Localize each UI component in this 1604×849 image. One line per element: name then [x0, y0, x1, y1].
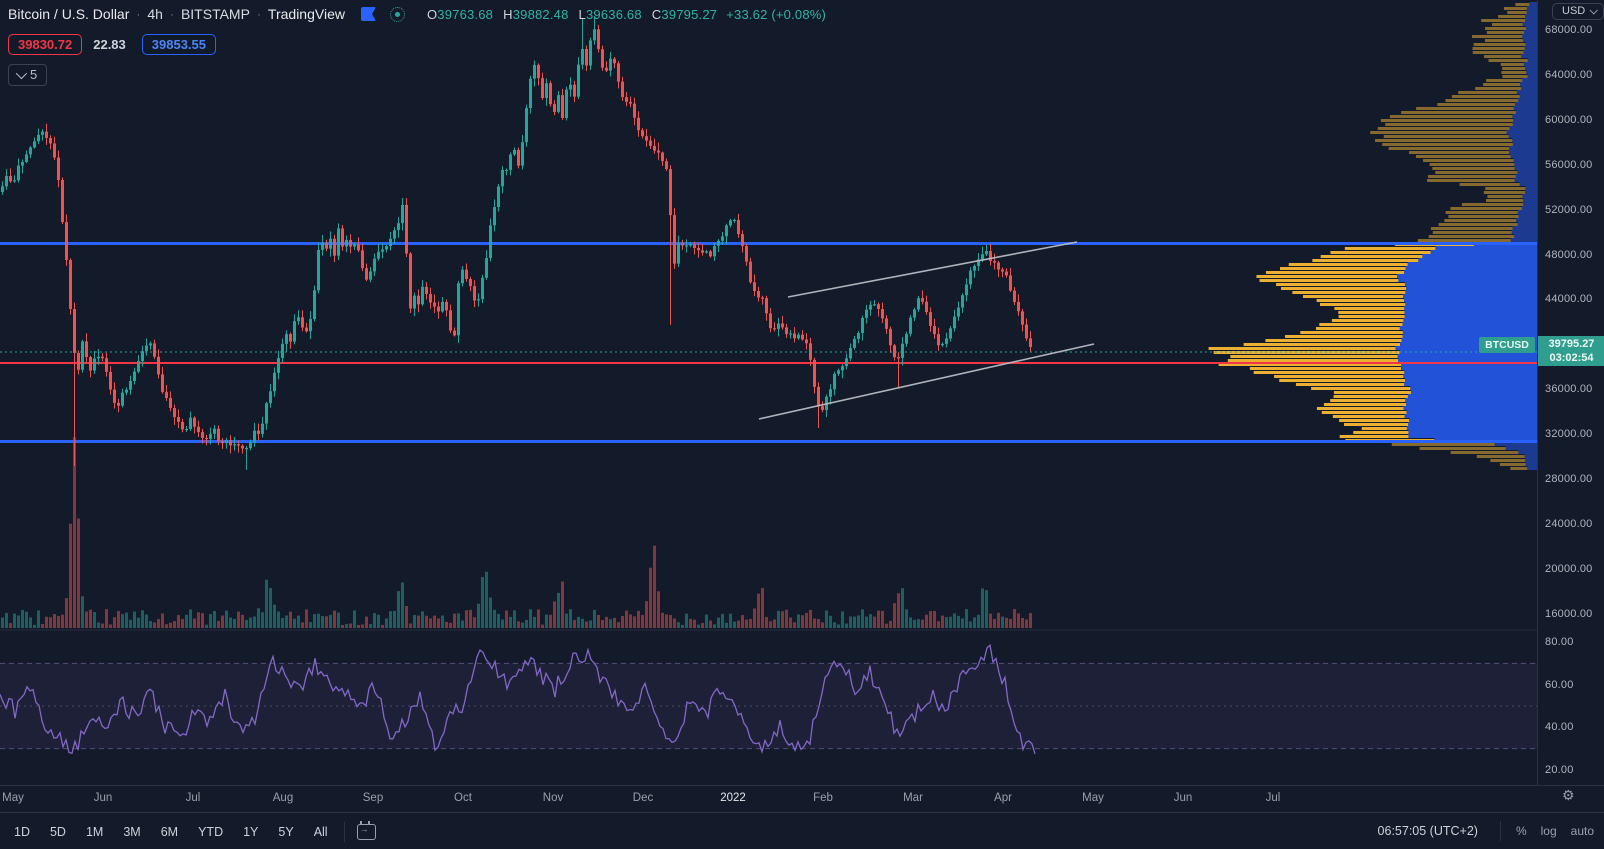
time-tick-mar: Mar [903, 792, 923, 804]
high-label: H [503, 6, 513, 22]
range-button-1d[interactable]: 1D [14, 824, 30, 839]
auto-scale-button[interactable]: auto [1570, 823, 1594, 838]
price-tick: 48000.00 [1545, 248, 1593, 261]
price-tick: 32000.00 [1545, 428, 1593, 441]
percent-scale-button[interactable]: % [1515, 823, 1527, 838]
ohlc-values: O 39763.68 H 39882.48 L 39636.68 C 39795.27 … [427, 7, 826, 22]
price-tick: 28000.00 [1545, 473, 1593, 485]
time-tick-jul: Jul [185, 792, 201, 804]
time-tick-sep: Sep [362, 792, 384, 804]
spread-value: 22.83 [93, 36, 126, 52]
time-tick-dec: Dec [632, 792, 654, 804]
time-tick-2022: 2022 [720, 792, 746, 804]
red-price-badge[interactable]: 39830.72 [8, 33, 83, 55]
bar-countdown: 03:02:54 [1549, 352, 1594, 364]
open-value: 39763.68 [437, 6, 494, 22]
currency-label: USD [1562, 5, 1586, 17]
time-tick-feb: Feb [813, 792, 833, 804]
time-tick-nov: Nov [542, 792, 564, 804]
chart-legend: Bitcoin / U.S. Dollar · 4h · BITSTAMP · … [8, 4, 826, 86]
collapsed-indicators-toggle[interactable]: 5 [8, 64, 48, 86]
range-button-5y[interactable]: 5Y [278, 824, 294, 839]
symbol-name[interactable]: Bitcoin / U.S. Dollar [8, 6, 130, 22]
low-value: 39636.68 [585, 6, 642, 22]
chart-canvas[interactable] [0, 0, 1537, 785]
log-scale-button[interactable]: log [1540, 823, 1557, 838]
rsi-tick: 80.00 [1545, 636, 1574, 648]
rsi-tick: 20.00 [1545, 764, 1574, 776]
price-tick: 52000.00 [1545, 203, 1593, 216]
time-tick-oct: Oct [454, 792, 472, 804]
price-tick: 68000.00 [1545, 24, 1593, 36]
ideas-stream-icon[interactable] [389, 6, 405, 22]
close-value: 39795.27 [661, 6, 718, 22]
bottom-toolbar: 1D 5D 1M 3M 6M YTD 1Y 5Y All [0, 812, 1604, 849]
interval-label[interactable]: 4h [147, 6, 163, 22]
time-axis[interactable]: May Jun Jul Aug Sep Oct Nov Dec 2022 Feb Mar Apr May… [0, 785, 1604, 813]
rsi-tick: 40.00 [1545, 721, 1574, 734]
current-price-countdown-badge: 39795.27 03:02:54 [1538, 336, 1604, 366]
price-tick: 60000.00 [1545, 113, 1593, 126]
price-axis[interactable]: USD 68000.00 64000.00 60000.00 56000.00 5200… [1537, 0, 1604, 803]
separator-dot: · [256, 7, 261, 21]
close-label: C [651, 6, 662, 22]
time-tick-jun: Jun [93, 792, 113, 804]
range-button-6m[interactable]: 6M [160, 824, 179, 839]
price-tick: 44000.00 [1545, 293, 1593, 306]
separator-dot: · [136, 7, 141, 21]
rsi-tick: 60.00 [1545, 678, 1574, 691]
platform-label[interactable]: TradingView [267, 6, 345, 22]
chevron-down-icon [15, 67, 28, 79]
indicator-count: 5 [30, 67, 38, 82]
currency-selector[interactable]: USD [1552, 3, 1604, 20]
time-tick-may: May [2, 792, 24, 804]
current-price: 39795.27 [1548, 338, 1595, 350]
time-tick-aug: Aug [272, 792, 294, 804]
high-value: 39882.48 [512, 6, 569, 22]
time-tick-may: May [1082, 792, 1104, 804]
range-button-1y[interactable]: 1Y [243, 824, 259, 839]
price-tick: 16000.00 [1545, 607, 1593, 620]
range-button-all[interactable]: All [313, 824, 328, 839]
flag-bookmark-icon[interactable] [360, 7, 376, 21]
blue-price-badge[interactable]: 39853.55 [141, 33, 217, 55]
range-button-5d[interactable]: 5D [49, 824, 66, 839]
range-button-1m[interactable]: 1M [85, 824, 104, 839]
open-label: O [426, 6, 438, 22]
time-tick-apr: Apr [994, 792, 1012, 804]
symbol-title-row[interactable]: Bitcoin / U.S. Dollar · 4h · BITSTAMP · … [8, 4, 826, 24]
price-tick: 56000.00 [1545, 158, 1593, 171]
chevron-down-icon [1589, 6, 1599, 15]
clock-utc[interactable]: 06:57:05 (UTC+2) [1377, 823, 1478, 838]
toolbar-right: 06:57:05 (UTC+2) % log auto [1378, 812, 1604, 849]
price-tick: 20000.00 [1545, 562, 1593, 575]
go-to-date-icon[interactable] [356, 820, 376, 840]
low-label: L [578, 6, 586, 22]
change-value: +33.62 (+0.08%) [726, 6, 827, 22]
gear-icon[interactable]: ⚙ [1562, 787, 1575, 803]
separator-dot: · [169, 7, 174, 21]
toolbar-divider [1499, 820, 1501, 841]
toolbar-divider [343, 821, 345, 842]
time-tick-jun: Jun [1173, 792, 1193, 804]
symbol-price-tag: BTCUSD [1479, 337, 1535, 353]
time-tick-jul: Jul [1265, 792, 1281, 804]
price-tick: 64000.00 [1545, 68, 1593, 81]
range-button-3m[interactable]: 3M [123, 824, 141, 839]
price-tick: 24000.00 [1545, 517, 1593, 530]
price-tick: 36000.00 [1545, 383, 1593, 396]
exchange-label[interactable]: BITSTAMP [180, 6, 250, 22]
indicator-values-row: 39830.72 22.83 39853.55 [8, 32, 826, 56]
range-buttons: 1D 5D 1M 3M 6M YTD 1Y 5Y All [6, 822, 336, 842]
range-button-ytd[interactable]: YTD [198, 824, 224, 839]
